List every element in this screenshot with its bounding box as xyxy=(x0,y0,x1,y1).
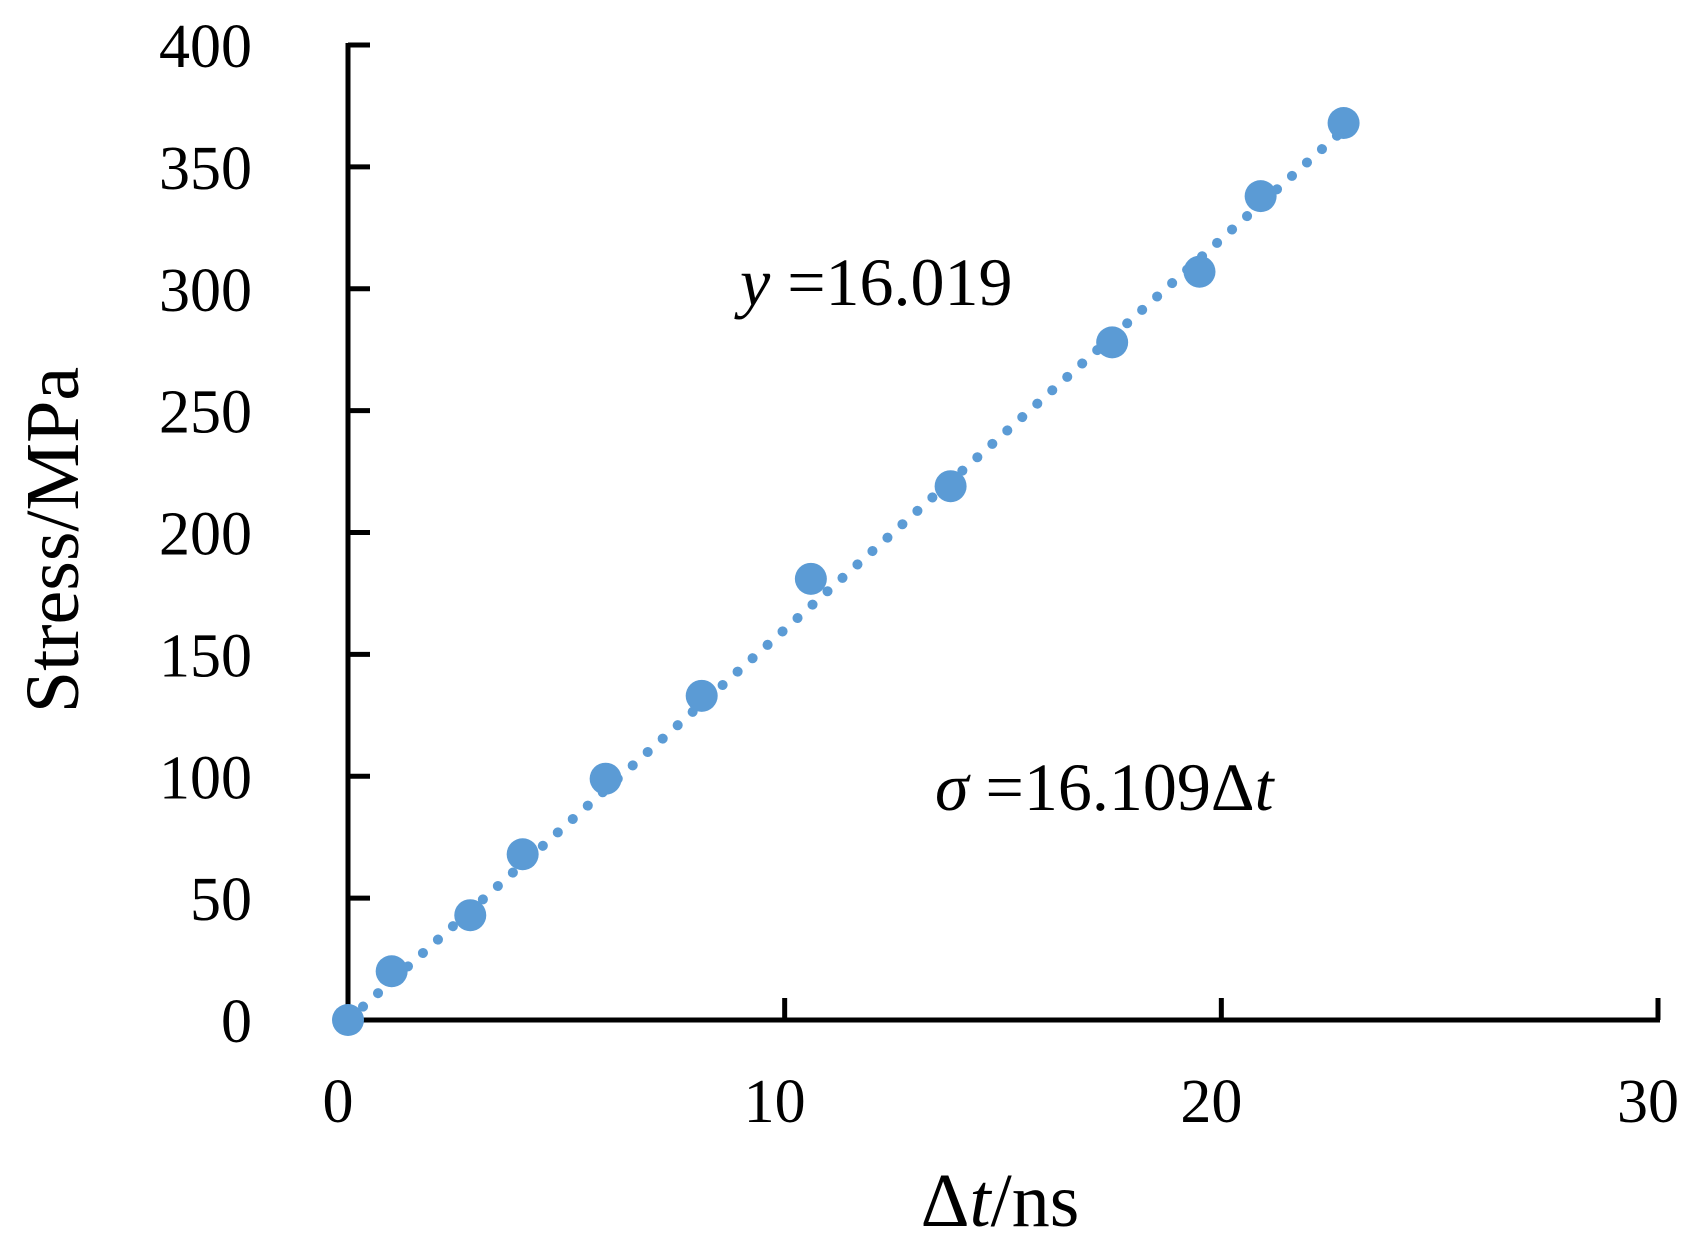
annotation-fit-value: =16.019 xyxy=(770,244,1012,320)
annotation-stress-value: =16.109Δ xyxy=(969,749,1255,825)
data-point xyxy=(1244,180,1277,213)
y-tick-label: 100 xyxy=(159,744,252,812)
annotation-stress-variable: σ xyxy=(935,749,971,825)
annotation-stress-equation: σ =16.109Δt xyxy=(935,749,1276,825)
x-axis-title: Δt/ns xyxy=(921,1159,1080,1239)
y-axis-title: Stress/MPa xyxy=(11,367,95,713)
y-tick-label: 350 xyxy=(159,135,252,203)
data-point xyxy=(1096,326,1129,359)
data-point xyxy=(1327,107,1360,139)
annotation-fit-variable: y xyxy=(734,244,771,320)
x-tick-label: 20 xyxy=(1180,1068,1242,1136)
x-tick-label: 30 xyxy=(1617,1068,1679,1136)
x-axis-title-variable: t xyxy=(970,1159,993,1239)
annotation-stress-time: t xyxy=(1255,749,1276,825)
x-tick-label: 10 xyxy=(744,1068,806,1136)
y-tick-label: 250 xyxy=(159,379,252,447)
y-tick-label: 150 xyxy=(159,622,252,690)
data-point xyxy=(506,838,539,871)
y-tick-label: 200 xyxy=(159,501,252,569)
data-point xyxy=(589,762,622,795)
y-tick-label: 0 xyxy=(221,988,252,1056)
data-point xyxy=(794,562,827,595)
trendline xyxy=(343,124,1349,1025)
x-axis-title-unit: /ns xyxy=(991,1159,1080,1239)
annotation-fit-equation: y =16.019 xyxy=(734,244,1013,320)
data-point xyxy=(685,679,718,712)
trendline-path xyxy=(343,124,1349,1025)
data-point xyxy=(1183,255,1216,288)
data-points xyxy=(332,107,1360,1036)
data-point xyxy=(934,470,967,503)
y-tick-label: 400 xyxy=(159,13,252,81)
x-axis-title-delta: Δ xyxy=(921,1159,970,1239)
y-tick-label: 300 xyxy=(159,257,252,325)
axes xyxy=(345,42,1661,1023)
data-point xyxy=(332,1004,364,1036)
data-point xyxy=(454,899,487,932)
tick-labels: 0 50 100 150 200 250 300 350 400 0 10 20 30 xyxy=(159,13,1679,1136)
x-tick-label: 0 xyxy=(323,1068,354,1136)
data-point xyxy=(375,955,408,988)
y-tick-label: 50 xyxy=(190,866,252,934)
